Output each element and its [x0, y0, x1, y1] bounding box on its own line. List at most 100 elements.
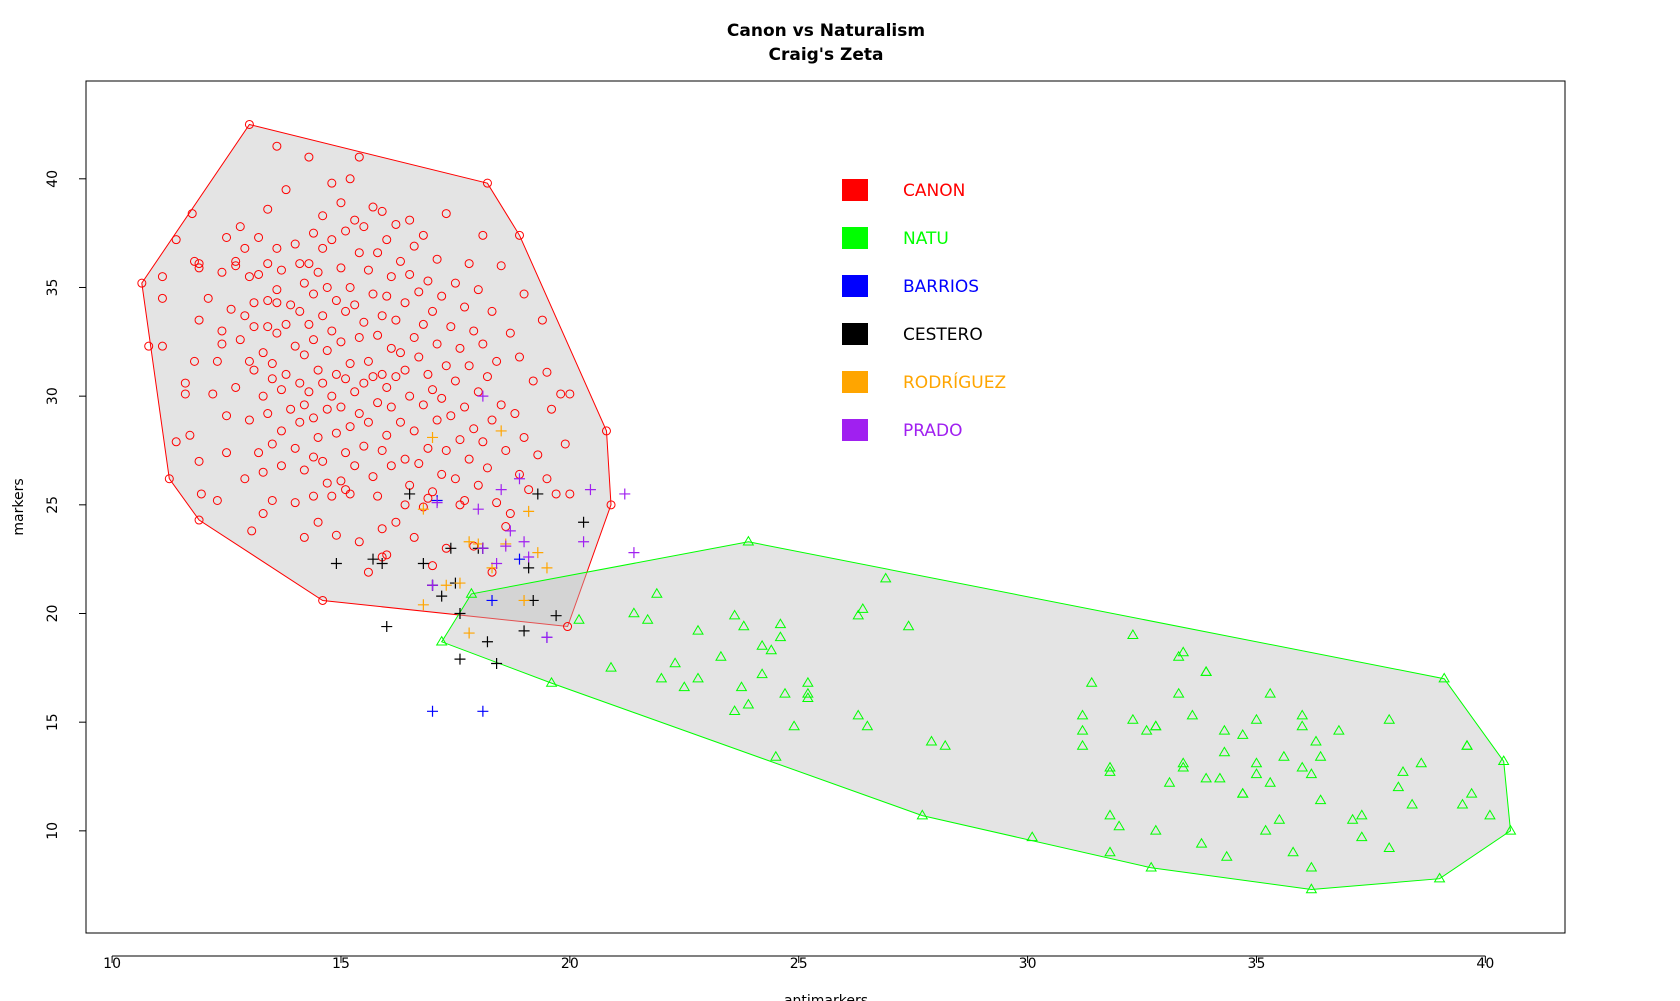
point-canon [272, 141, 282, 151]
point-natu [1314, 750, 1327, 761]
point-rodríguez [463, 536, 475, 548]
point-cestero [445, 542, 457, 554]
point-canon [373, 330, 383, 340]
point-rodríguez [541, 562, 553, 574]
points-layer [137, 119, 1517, 894]
point-prado [504, 525, 516, 537]
point-canon [295, 306, 305, 316]
point-canon [428, 561, 438, 571]
point-prado [541, 631, 553, 643]
point-canon [400, 298, 410, 308]
point-natu [1314, 794, 1327, 805]
y-tick-label: 35 [45, 279, 61, 297]
point-natu [1273, 813, 1286, 824]
hull-layer [141, 123, 1512, 891]
point-canon [455, 500, 465, 510]
point-natu [939, 739, 951, 750]
point-canon [437, 291, 447, 301]
point-natu [1433, 872, 1446, 883]
point-canon [395, 256, 405, 266]
point-barrios [513, 553, 525, 565]
point-canon [354, 409, 364, 419]
point-canon [226, 304, 236, 314]
point-canon [322, 346, 332, 356]
point-canon [240, 474, 250, 484]
point-canon [414, 459, 424, 469]
point-canon [290, 341, 300, 351]
point-canon [345, 422, 355, 432]
point-canon [322, 404, 332, 414]
point-canon [299, 465, 309, 475]
point-natu [1278, 750, 1290, 761]
point-canon [368, 289, 378, 299]
point-natu [678, 681, 691, 692]
point-natu [1113, 820, 1125, 831]
point-natu [1177, 646, 1190, 657]
point-canon [428, 487, 438, 497]
point-canon [368, 472, 378, 482]
point-canon [478, 339, 488, 349]
legend-label: RODRÍGUEZ [903, 371, 1006, 393]
point-rodríguez [486, 562, 498, 574]
point-cestero [376, 558, 388, 570]
point-canon [281, 369, 291, 379]
point-natu [1310, 735, 1322, 746]
point-natu [756, 668, 768, 679]
point-natu [1406, 798, 1418, 809]
point-canon [244, 415, 254, 425]
chart-subtitle: Craig's Zeta [768, 45, 883, 65]
point-natu [1296, 761, 1309, 772]
point-natu [1461, 739, 1473, 750]
point-canon [551, 489, 561, 499]
point-canon [547, 404, 557, 414]
point-canon [382, 382, 392, 392]
point-natu [1456, 798, 1469, 809]
point-canon [524, 485, 534, 495]
point-canon [606, 500, 616, 510]
point-natu [545, 676, 558, 687]
point-canon [249, 298, 259, 308]
point-canon [400, 454, 410, 464]
point-natu [728, 705, 741, 715]
point-canon [304, 152, 314, 162]
point-prado [491, 558, 503, 570]
point-cestero [381, 621, 393, 633]
point-canon [231, 261, 241, 271]
point-canon [267, 359, 277, 369]
point-canon [450, 474, 460, 484]
point-canon [563, 622, 573, 632]
point-natu [1415, 757, 1428, 768]
legend-label: NATU [903, 229, 949, 249]
point-canon [414, 287, 424, 297]
point-canon [244, 356, 254, 366]
point-canon [418, 400, 428, 410]
point-canon [217, 339, 227, 349]
legend-label: CESTERO [903, 325, 983, 345]
point-natu [728, 609, 741, 620]
point-canon [222, 232, 232, 242]
point-canon [258, 391, 268, 401]
point-natu [1220, 850, 1233, 861]
point-canon [341, 226, 351, 236]
point-natu [774, 631, 787, 642]
point-canon [336, 198, 346, 208]
point-prado [523, 551, 535, 563]
y-tick-label: 25 [45, 496, 61, 514]
point-canon [258, 348, 268, 358]
point-natu [655, 672, 668, 683]
point-cestero [454, 608, 466, 619]
point-barrios [477, 705, 489, 717]
point-canon [194, 263, 204, 273]
point-canon [286, 300, 296, 310]
point-canon [345, 282, 355, 292]
point-cestero [523, 562, 535, 574]
point-canon [194, 515, 204, 525]
point-natu [1104, 766, 1116, 776]
point-canon [180, 389, 190, 399]
point-canon [377, 206, 387, 216]
y-axis-label: markers [11, 478, 27, 535]
legend: CANON NATU BARRIOS CESTERO RODRÍGUEZ PRADO [842, 179, 1006, 441]
point-canon [565, 489, 575, 499]
point-canon [373, 491, 383, 501]
point-canon [514, 230, 524, 240]
